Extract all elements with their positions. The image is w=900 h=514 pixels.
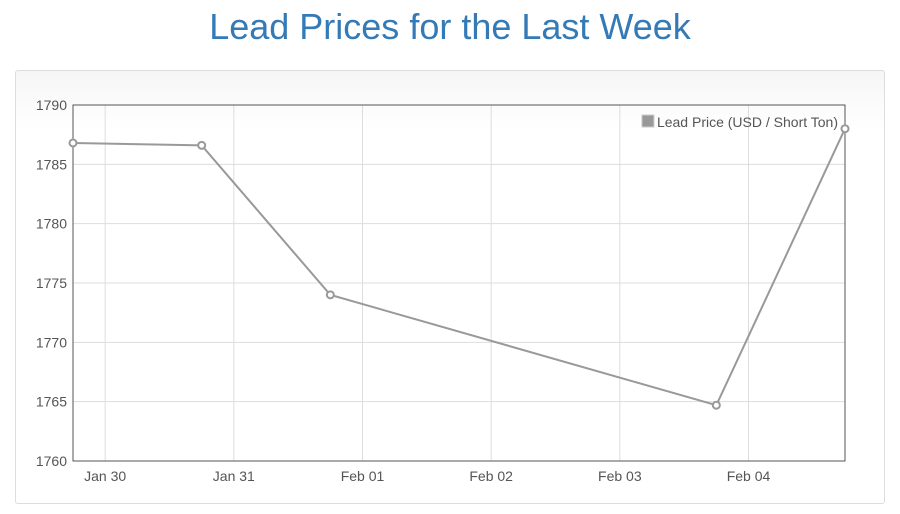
x-tick-label: Jan 30 bbox=[84, 468, 126, 484]
data-point bbox=[68, 138, 78, 148]
plot-area-frame bbox=[72, 104, 846, 462]
y-tick-label: 1770 bbox=[36, 334, 67, 350]
y-tick-label: 1760 bbox=[36, 453, 67, 469]
chart-panel bbox=[15, 70, 885, 504]
y-tick-label: 1775 bbox=[36, 275, 67, 291]
x-tick-label: Feb 03 bbox=[598, 468, 642, 484]
y-tick-label: 1780 bbox=[36, 216, 67, 232]
y-tick-label: 1785 bbox=[36, 156, 67, 172]
data-point bbox=[840, 124, 850, 134]
series-line bbox=[72, 128, 846, 407]
legend: Lead Price (USD / Short Ton) bbox=[641, 114, 838, 130]
page-title: Lead Prices for the Last Week bbox=[209, 6, 691, 47]
y-tick-label: 1765 bbox=[36, 394, 67, 410]
x-tick-label: Feb 02 bbox=[469, 468, 513, 484]
x-tick-label: Jan 31 bbox=[213, 468, 255, 484]
grid bbox=[73, 105, 845, 461]
legend-label: Lead Price (USD / Short Ton) bbox=[657, 114, 838, 130]
data-point bbox=[711, 400, 721, 410]
data-point bbox=[197, 140, 207, 150]
x-tick-label: Feb 01 bbox=[341, 468, 385, 484]
x-tick-label: Feb 04 bbox=[727, 468, 771, 484]
data-point bbox=[325, 290, 335, 300]
x-axis-ticks: Jan 30 Jan 31 Feb 01 Feb 02 Feb 03 Feb 04 bbox=[84, 468, 770, 484]
y-tick-label: 1790 bbox=[36, 97, 67, 113]
series bbox=[68, 124, 850, 410]
y-axis-ticks: 1760 1765 1770 1775 1780 1785 1790 bbox=[36, 97, 67, 469]
legend-swatch bbox=[641, 114, 655, 128]
